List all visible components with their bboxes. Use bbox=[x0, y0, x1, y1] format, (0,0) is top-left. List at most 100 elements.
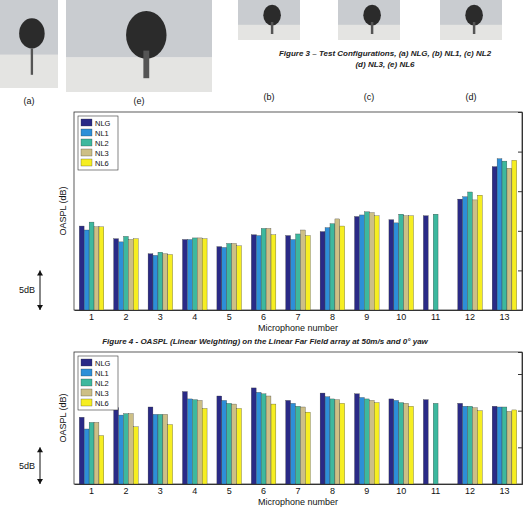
bar bbox=[433, 403, 438, 484]
tick-label: 12 bbox=[465, 486, 475, 496]
bar bbox=[404, 403, 409, 484]
tick-label: 8 bbox=[330, 486, 335, 496]
legend-swatch bbox=[81, 159, 92, 166]
bar bbox=[89, 422, 94, 484]
tick-label: 8 bbox=[330, 312, 335, 322]
bar bbox=[369, 400, 374, 484]
legend-label: NL1 bbox=[95, 369, 109, 378]
series-nlg bbox=[79, 388, 497, 484]
bars bbox=[79, 388, 516, 484]
bar bbox=[119, 242, 124, 310]
bar bbox=[286, 236, 291, 310]
legend-label: NL3 bbox=[95, 149, 109, 158]
tick-label: 6 bbox=[261, 486, 266, 496]
bar bbox=[340, 403, 345, 484]
bar bbox=[291, 403, 296, 484]
photo bbox=[66, 0, 212, 92]
bar bbox=[468, 192, 473, 310]
bar bbox=[232, 404, 237, 484]
plot-frame bbox=[74, 112, 522, 310]
bar bbox=[325, 228, 330, 310]
tick-label: 9 bbox=[364, 312, 369, 322]
y-tick bbox=[518, 152, 522, 153]
bars bbox=[79, 159, 516, 310]
tick-label: 1 bbox=[89, 486, 94, 496]
bar bbox=[335, 400, 340, 484]
x-tick: 9 bbox=[364, 310, 369, 322]
y-tick bbox=[518, 191, 522, 192]
x-tick: 1 bbox=[89, 484, 94, 496]
bar bbox=[94, 422, 99, 484]
x-tick: 6 bbox=[261, 310, 266, 322]
scale-bar-arrow bbox=[37, 447, 43, 452]
bar bbox=[463, 406, 468, 484]
photo-background bbox=[440, 0, 502, 40]
bar bbox=[99, 436, 104, 484]
axis-line bbox=[75, 310, 523, 311]
figure-3: (a)(e)(b)(c)(d)Figure 3 – Test Configura… bbox=[0, 0, 502, 106]
bar bbox=[473, 408, 478, 484]
chart: 12345678910111213Microphone numberOASPL … bbox=[19, 112, 523, 346]
legend-swatch bbox=[81, 369, 92, 376]
bar bbox=[192, 238, 197, 310]
photo bbox=[0, 0, 58, 88]
x-tick: 8 bbox=[330, 310, 335, 322]
x-tick: 9 bbox=[364, 484, 369, 496]
y-axis-title: OASPL (dB) bbox=[58, 393, 68, 442]
bar bbox=[227, 403, 232, 484]
tick-label: 7 bbox=[295, 312, 300, 322]
bar bbox=[433, 214, 438, 310]
bar bbox=[507, 168, 512, 310]
y-tick bbox=[518, 270, 522, 271]
bar bbox=[473, 200, 478, 310]
bar bbox=[182, 240, 187, 310]
series-nl3 bbox=[94, 396, 512, 484]
bar bbox=[256, 236, 261, 310]
x-tick: 2 bbox=[123, 310, 128, 322]
tick-mark bbox=[518, 191, 522, 192]
bar bbox=[271, 404, 276, 484]
x-tick: 13 bbox=[499, 484, 509, 496]
y-axis bbox=[518, 353, 523, 485]
legend-label: NLG bbox=[95, 359, 111, 368]
x-tick: 7 bbox=[295, 484, 300, 496]
bar bbox=[320, 393, 325, 484]
y-axis bbox=[518, 113, 523, 311]
x-tick: 10 bbox=[396, 484, 406, 496]
photo-strut bbox=[271, 22, 273, 34]
bar bbox=[79, 417, 84, 484]
bar bbox=[261, 394, 266, 484]
x-tick: 3 bbox=[158, 484, 163, 496]
x-tick: 1 bbox=[89, 310, 94, 322]
bar bbox=[133, 239, 138, 310]
bar bbox=[222, 247, 227, 310]
bar bbox=[359, 215, 364, 310]
bar bbox=[163, 254, 168, 310]
legend: NLGNL1NL2NL3NL6 bbox=[78, 116, 118, 170]
bar bbox=[320, 232, 325, 310]
photo-wheel bbox=[19, 18, 45, 48]
bar bbox=[301, 407, 306, 484]
chart: 12345678910111213Microphone numberOASPL … bbox=[19, 352, 523, 507]
bar bbox=[463, 197, 468, 310]
bar bbox=[355, 217, 360, 310]
bar bbox=[477, 195, 482, 310]
bar bbox=[364, 399, 369, 484]
x-tick: 5 bbox=[227, 310, 232, 322]
panel-label: (c) bbox=[364, 92, 375, 102]
x-axis-title: Microphone number bbox=[258, 323, 338, 333]
x-tick: 4 bbox=[192, 310, 197, 322]
photo bbox=[440, 0, 502, 40]
bar bbox=[266, 396, 271, 484]
x-tick: 4 bbox=[192, 484, 197, 496]
legend-swatch bbox=[81, 129, 92, 136]
bar bbox=[202, 408, 207, 484]
legend-box bbox=[78, 116, 118, 170]
bar bbox=[404, 216, 409, 310]
bar bbox=[458, 199, 463, 310]
legend-label: NLG bbox=[95, 119, 111, 128]
bar bbox=[124, 414, 129, 484]
x-tick: 12 bbox=[465, 310, 475, 322]
legend-swatch bbox=[81, 149, 92, 156]
legend-box bbox=[78, 356, 118, 410]
